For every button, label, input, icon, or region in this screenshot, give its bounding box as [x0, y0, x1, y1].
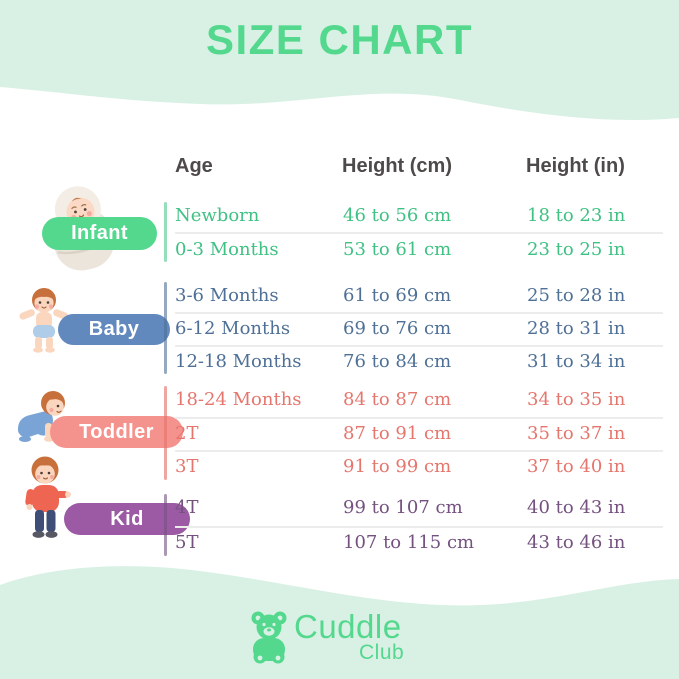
group-accent-line — [164, 282, 167, 374]
group-pill-label: Toddler — [79, 420, 154, 443]
table-row: Newborn 46 to 56 cm 18 to 23 in — [0, 200, 679, 232]
age-cell: 3-6 Months — [175, 285, 279, 306]
column-header-age: Age — [175, 155, 213, 177]
age-cell: 5T — [175, 532, 199, 553]
height-cm-cell: 61 to 69 cm — [343, 285, 452, 306]
height-cm-cell: 53 to 61 cm — [343, 239, 452, 260]
group-accent-line — [164, 494, 167, 556]
table-row: 4T 99 to 107 cm 40 to 43 in — [0, 492, 679, 524]
brand-name: Cuddle — [294, 608, 402, 645]
table-row: 3-6 Months 61 to 69 cm 25 to 28 in — [0, 280, 679, 312]
height-cm-cell: 46 to 56 cm — [343, 205, 452, 226]
group-accent-line — [164, 386, 167, 480]
age-cell: 0-3 Months — [175, 239, 279, 260]
group-pill-toddler: Toddler — [50, 416, 183, 448]
height-in-cell: 37 to 40 in — [527, 456, 626, 477]
height-in-cell: 28 to 31 in — [527, 318, 626, 339]
bottom-wave — [0, 566, 679, 679]
group-pill-baby: Baby — [58, 314, 170, 345]
table-row: 6-12 Months 69 to 76 cm 28 to 31 in — [0, 313, 679, 345]
height-cm-cell: 91 to 99 cm — [343, 456, 452, 477]
height-cm-cell: 99 to 107 cm — [343, 497, 463, 518]
height-cm-cell: 107 to 115 cm — [343, 532, 475, 553]
baby-illustration — [19, 288, 69, 353]
height-cm-cell: 87 to 91 cm — [343, 423, 452, 444]
table-row: 3T 91 to 99 cm 37 to 40 in — [0, 451, 679, 483]
group-pill-kid: Kid — [64, 503, 190, 535]
top-wave — [0, 0, 679, 120]
height-cm-cell: 69 to 76 cm — [343, 318, 452, 339]
height-in-cell: 25 to 28 in — [527, 285, 626, 306]
age-cell: Newborn — [175, 205, 260, 226]
column-header-height-cm: Height (cm) — [342, 155, 452, 177]
height-cm-cell: 76 to 84 cm — [343, 351, 452, 372]
brand-subname: Club — [359, 641, 405, 664]
height-in-cell: 43 to 46 in — [527, 532, 626, 553]
age-cell: 2T — [175, 423, 199, 444]
row-divider — [175, 526, 663, 528]
row-divider — [175, 232, 663, 234]
table-row: 18-24 Months 84 to 87 cm 34 to 35 in — [0, 384, 679, 416]
group-pill-label: Infant — [71, 222, 128, 244]
row-divider — [175, 312, 663, 314]
age-cell: 4T — [175, 497, 199, 518]
column-header-height-in: Height (in) — [526, 155, 625, 177]
height-in-cell: 18 to 23 in — [527, 205, 626, 226]
height-in-cell: 34 to 35 in — [527, 389, 626, 410]
age-cell: 6-12 Months — [175, 318, 291, 339]
table-row: 12-18 Months 76 to 84 cm 31 to 34 in — [0, 346, 679, 378]
group-pill-label: Kid — [110, 507, 144, 530]
height-in-cell: 31 to 34 in — [527, 351, 626, 372]
kid-illustration — [25, 456, 71, 538]
teddy-bear-icon — [251, 611, 287, 664]
group-accent-line — [164, 202, 167, 262]
group-pill-label: Baby — [88, 318, 140, 340]
toddler-illustration — [17, 391, 65, 442]
age-cell: 18-24 Months — [175, 389, 302, 410]
table-row: 5T 107 to 115 cm 43 to 46 in — [0, 527, 679, 559]
height-in-cell: 23 to 25 in — [527, 239, 626, 260]
page-title: SIZE CHART — [206, 16, 473, 63]
age-cell: 3T — [175, 456, 199, 477]
row-divider — [175, 345, 663, 347]
age-cell: 12-18 Months — [175, 351, 302, 372]
height-in-cell: 40 to 43 in — [527, 497, 626, 518]
table-row: 0-3 Months 53 to 61 cm 23 to 25 in — [0, 234, 679, 266]
height-in-cell: 35 to 37 in — [527, 423, 626, 444]
row-divider — [175, 450, 663, 452]
height-cm-cell: 84 to 87 cm — [343, 389, 452, 410]
table-row: 2T 87 to 91 cm 35 to 37 in — [0, 418, 679, 450]
group-pill-infant: Infant — [42, 217, 157, 250]
row-divider — [175, 417, 663, 419]
